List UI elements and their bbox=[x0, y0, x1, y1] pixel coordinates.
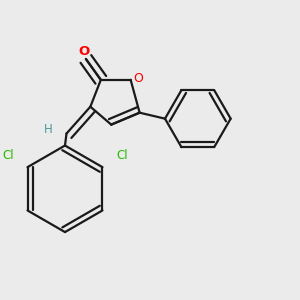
Text: H: H bbox=[44, 123, 53, 136]
Text: Cl: Cl bbox=[116, 149, 128, 163]
Text: Cl: Cl bbox=[2, 149, 14, 163]
Text: O: O bbox=[79, 45, 90, 58]
Text: O: O bbox=[133, 72, 143, 85]
